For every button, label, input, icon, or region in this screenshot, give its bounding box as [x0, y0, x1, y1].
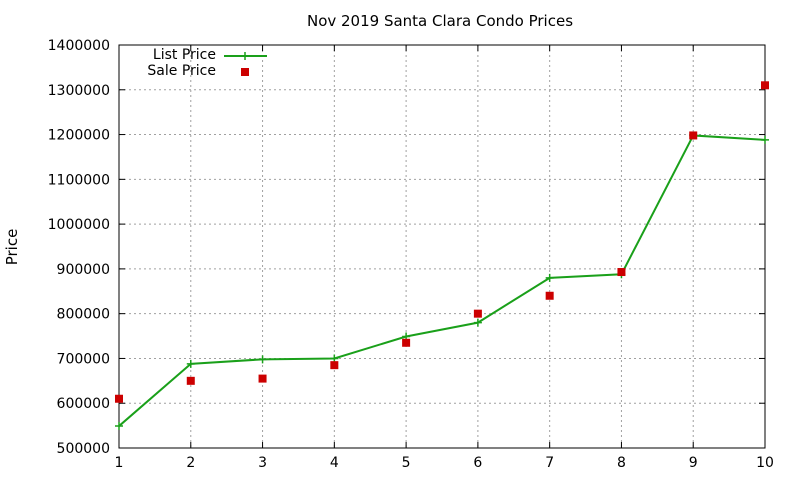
y-tick-label: 1200000	[48, 128, 110, 144]
list-price-point	[186, 359, 195, 368]
list-price-line	[118, 134, 766, 427]
x-tick-label: 10	[756, 455, 774, 471]
chart-title: Nov 2019 Santa Clara Condo Prices	[306, 12, 574, 30]
sale-price-point	[617, 268, 626, 277]
y-tick-label: 600000	[57, 396, 110, 412]
list-price-point	[330, 354, 339, 363]
legend-entry-list-price: List Price	[152, 47, 216, 63]
sale-price-point	[115, 394, 123, 403]
list-price-point	[115, 422, 123, 431]
y-tick-label: 1000000	[48, 217, 110, 233]
legend-marks	[224, 52, 267, 76]
plot-frame	[118, 44, 766, 449]
x-tick-label: 6	[473, 455, 482, 471]
y-tick-label: 900000	[57, 262, 110, 278]
legend-sale-price-square	[241, 68, 249, 76]
y-tick-label: 800000	[57, 307, 110, 323]
legend-list-price-cross	[241, 52, 249, 60]
series-sale-price	[115, 81, 769, 403]
sale-price-point	[330, 361, 339, 370]
x-tick-label: 8	[617, 455, 626, 471]
list-price-point	[473, 318, 482, 327]
x-tick-label: 4	[330, 455, 339, 471]
list-price-point	[761, 135, 769, 144]
y-tick-label: 1300000	[48, 83, 110, 99]
x-tick-label: 7	[545, 455, 554, 471]
series-list-price	[115, 131, 769, 431]
y-tick-label: 1100000	[48, 172, 110, 188]
sale-price-point	[761, 81, 769, 90]
list-price-point	[258, 355, 267, 364]
tick-labels: 1 2 3 4 5 6 7 8 9 10 500000 600000 700000 800000 90000…	[48, 38, 774, 471]
axes	[118, 44, 766, 449]
y-tick-label: 1400000	[48, 38, 110, 54]
y-tick-label: 700000	[57, 351, 110, 367]
sale-price-point	[689, 131, 698, 140]
x-tick-label: 9	[689, 455, 698, 471]
x-tick-label: 1	[115, 455, 124, 471]
sale-price-point	[473, 309, 482, 318]
sale-price-point	[186, 376, 195, 385]
x-tick-label: 5	[402, 455, 411, 471]
y-axis-label: Price	[3, 228, 21, 266]
sale-price-point	[258, 374, 267, 383]
sale-price-point	[402, 338, 411, 347]
x-tick-label: 2	[186, 455, 195, 471]
list-price-point	[545, 273, 554, 282]
legend-entry-sale-price: Sale Price	[147, 63, 216, 79]
sale-price-point	[545, 291, 554, 300]
x-tick-label: 3	[258, 455, 267, 471]
grid-lines	[119, 45, 765, 448]
y-tick-label: 500000	[57, 441, 110, 457]
